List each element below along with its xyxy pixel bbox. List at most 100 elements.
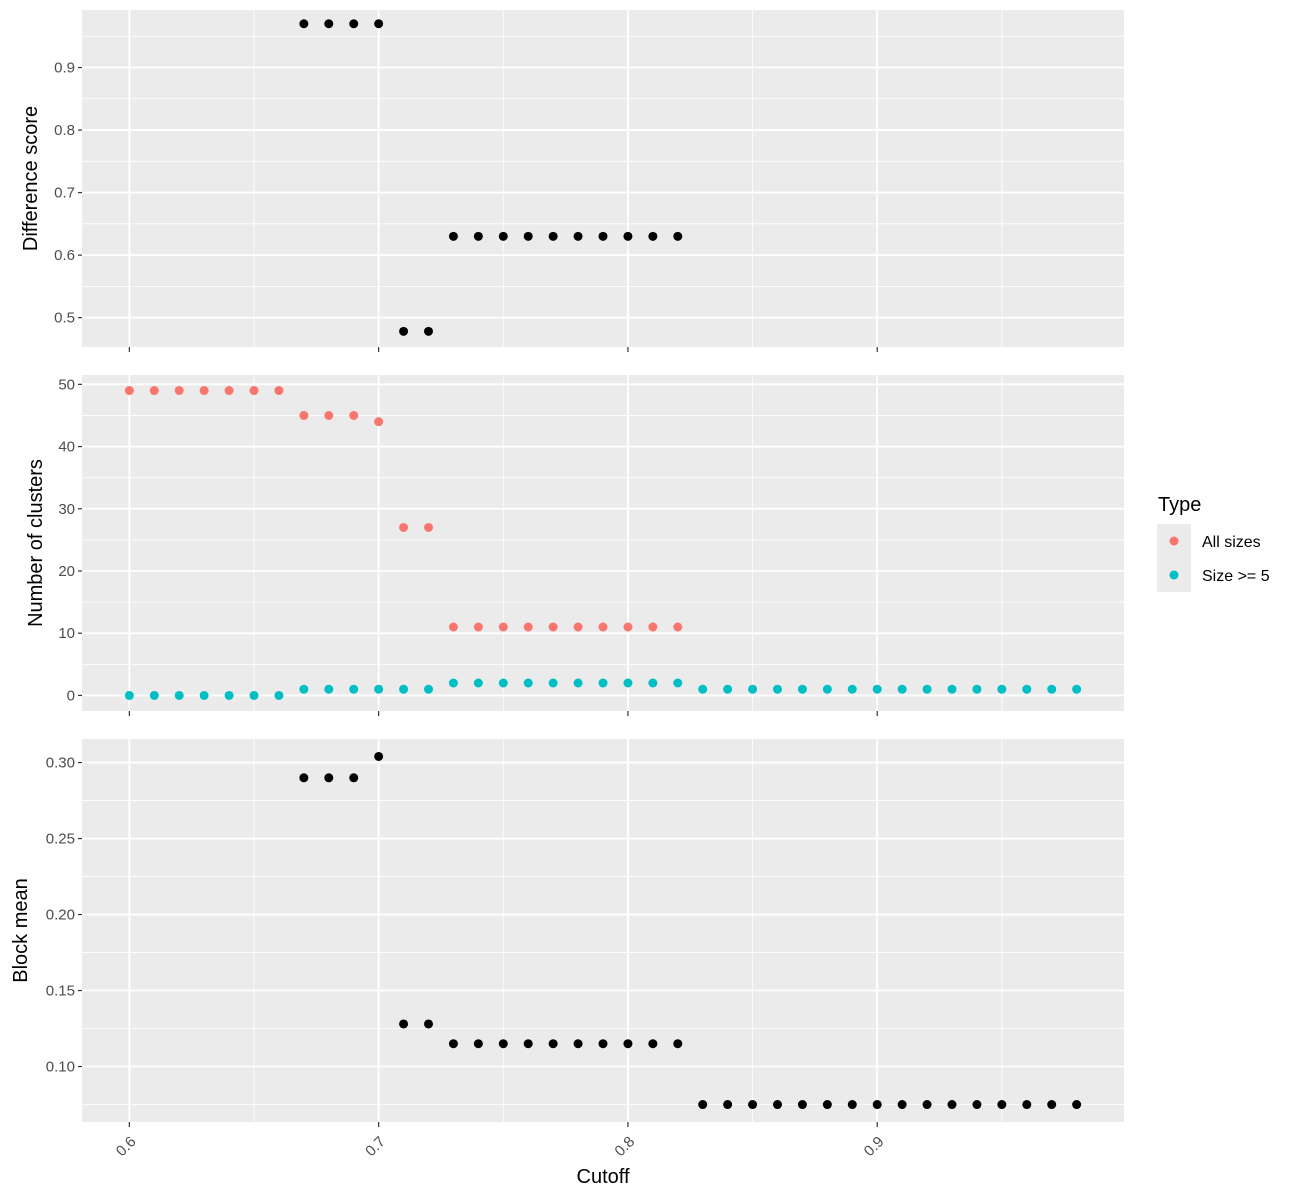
data-point-size-5 <box>149 690 159 700</box>
data-point-series-1 <box>448 231 458 241</box>
legend: Type All sizes Size >= 5 <box>1157 494 1270 592</box>
data-point-series-1 <box>922 1100 932 1110</box>
y-tick-label: 50 <box>58 376 75 393</box>
data-point-all-sizes <box>224 386 234 396</box>
data-point-series-1 <box>374 19 384 29</box>
data-point-all-sizes <box>673 622 683 632</box>
data-point-series-1 <box>573 1039 583 1049</box>
data-point-series-1 <box>523 231 533 241</box>
data-point-series-1 <box>847 1100 857 1110</box>
data-point-all-sizes <box>448 622 458 632</box>
legend-title: Type <box>1158 494 1201 516</box>
data-point-size-5 <box>772 684 782 694</box>
data-point-all-sizes <box>548 622 558 632</box>
legend-label-all-sizes: All sizes <box>1202 534 1261 551</box>
data-point-size-5 <box>947 684 957 694</box>
data-point-series-1 <box>698 1100 708 1110</box>
y-tick-label: 0 <box>67 687 75 704</box>
data-point-series-1 <box>648 1039 658 1049</box>
panel-2: 0 10 20 30 40 50 Number of clusters <box>25 375 1124 716</box>
data-point-series-1 <box>473 1039 483 1049</box>
y-tick-label: 0.10 <box>46 1059 75 1076</box>
data-point-size-5 <box>1022 684 1032 694</box>
data-point-size-5 <box>623 678 633 688</box>
legend-key-all-sizes <box>1169 536 1179 546</box>
data-point-all-sizes <box>598 622 608 632</box>
panel-background <box>82 739 1124 1122</box>
data-point-series-1 <box>972 1100 982 1110</box>
data-point-series-1 <box>573 231 583 241</box>
data-point-size-5 <box>573 678 583 688</box>
data-point-series-1 <box>523 1039 533 1049</box>
data-point-series-1 <box>1047 1100 1057 1110</box>
data-point-all-sizes <box>498 622 508 632</box>
panel-3: 0.10 0.15 0.20 0.25 0.30 0.6 0.7 0.8 0.9 Cutoff Bl… <box>10 739 1124 1188</box>
data-point-size-5 <box>299 684 309 694</box>
data-point-series-1 <box>598 1039 608 1049</box>
data-point-size-5 <box>797 684 807 694</box>
data-point-size-5 <box>548 678 558 688</box>
x-tick-label: 0.8 <box>611 1133 638 1160</box>
y-tick-label: 0.9 <box>54 60 75 77</box>
data-point-size-5 <box>473 678 483 688</box>
data-point-size-5 <box>498 678 508 688</box>
data-point-size-5 <box>448 678 458 688</box>
data-point-size-5 <box>598 678 608 688</box>
data-point-series-1 <box>748 1100 758 1110</box>
data-point-size-5 <box>124 690 134 700</box>
panels-group: 0.5 0.6 0.7 0.8 0.9 Difference score 0 10 20 30 40… <box>10 10 1124 1188</box>
data-point-series-1 <box>772 1100 782 1110</box>
data-point-size-5 <box>349 684 359 694</box>
data-point-series-1 <box>498 231 508 241</box>
panel-background <box>82 10 1124 347</box>
y-tick-label: 40 <box>58 439 75 456</box>
y-tick-label: 30 <box>58 501 75 518</box>
data-point-size-5 <box>748 684 758 694</box>
data-point-series-1 <box>797 1100 807 1110</box>
data-point-size-5 <box>972 684 982 694</box>
data-point-size-5 <box>523 678 533 688</box>
data-point-all-sizes <box>324 410 334 420</box>
data-point-size-5 <box>673 678 683 688</box>
data-point-size-5 <box>249 690 259 700</box>
data-point-series-1 <box>399 1019 409 1029</box>
data-point-size-5 <box>174 690 184 700</box>
data-point-series-1 <box>947 1100 957 1110</box>
data-point-series-1 <box>548 231 558 241</box>
data-point-series-1 <box>1072 1100 1082 1110</box>
data-point-all-sizes <box>349 410 359 420</box>
y-tick-label: 10 <box>58 625 75 642</box>
data-point-series-1 <box>324 773 334 783</box>
data-point-size-5 <box>1047 684 1057 694</box>
x-axis-title: Cutoff <box>577 1166 630 1188</box>
x-tick-label: 0.7 <box>362 1133 389 1160</box>
data-point-size-5 <box>822 684 832 694</box>
data-point-series-1 <box>997 1100 1007 1110</box>
data-point-all-sizes <box>648 622 658 632</box>
data-point-series-1 <box>299 19 309 29</box>
y-tick-label: 0.30 <box>46 755 75 772</box>
data-point-all-sizes <box>124 386 134 396</box>
data-point-series-1 <box>623 1039 633 1049</box>
data-point-series-1 <box>374 751 384 761</box>
data-point-all-sizes <box>274 386 284 396</box>
data-point-series-1 <box>349 19 359 29</box>
data-point-series-1 <box>872 1100 882 1110</box>
data-point-all-sizes <box>374 417 384 427</box>
data-point-size-5 <box>274 690 284 700</box>
data-point-series-1 <box>623 231 633 241</box>
x-tick-label: 0.6 <box>113 1133 140 1160</box>
data-point-all-sizes <box>174 386 184 396</box>
y-tick-label: 0.8 <box>54 122 75 139</box>
data-point-all-sizes <box>473 622 483 632</box>
y-tick-label: 0.7 <box>54 185 75 202</box>
data-point-all-sizes <box>299 410 309 420</box>
data-point-series-1 <box>299 773 309 783</box>
data-point-all-sizes <box>149 386 159 396</box>
data-point-size-5 <box>648 678 658 688</box>
data-point-size-5 <box>399 684 409 694</box>
data-point-series-1 <box>424 1019 434 1029</box>
data-point-size-5 <box>872 684 882 694</box>
data-point-all-sizes <box>399 522 409 532</box>
data-point-size-5 <box>922 684 932 694</box>
